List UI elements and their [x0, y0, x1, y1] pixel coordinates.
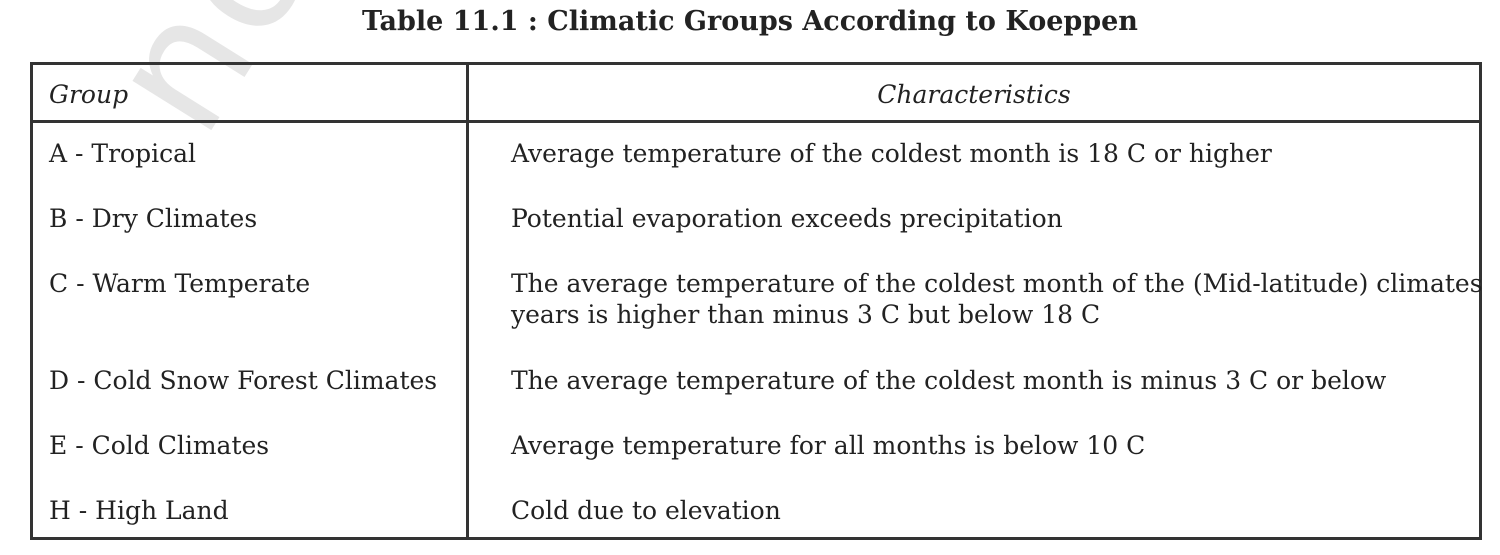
header-characteristics: Characteristics — [877, 80, 1071, 109]
group-cell: E - Cold Climates — [49, 431, 270, 460]
characteristics-cell: Average temperature for all months is be… — [511, 431, 1146, 460]
characteristics-cell: Potential evaporation exceeds precipitat… — [511, 204, 1063, 233]
characteristics-cell: Cold due to elevation — [511, 496, 781, 525]
group-cell: H - High Land — [49, 496, 229, 525]
group-cell: D - Cold Snow Forest Climates — [49, 366, 438, 395]
group-cell: A - Tropical — [49, 139, 196, 168]
characteristics-cell-continued: years is higher than minus 3 C but below… — [511, 300, 1101, 329]
group-cell: B - Dry Climates — [49, 204, 258, 233]
header-group: Group — [49, 80, 129, 109]
characteristics-cell: The average temperature of the coldest m… — [511, 366, 1387, 395]
characteristics-cell: Average temperature of the coldest month… — [511, 139, 1272, 168]
characteristics-cell: The average temperature of the coldest m… — [511, 269, 1483, 298]
column-divider — [466, 65, 469, 537]
table-title: Table 11.1 : Climatic Groups According t… — [362, 6, 1138, 37]
koeppen-table: Group Characteristics A - Tropical Avera… — [30, 62, 1483, 540]
group-cell: C - Warm Temperate — [49, 269, 311, 298]
header-divider — [33, 120, 1479, 123]
